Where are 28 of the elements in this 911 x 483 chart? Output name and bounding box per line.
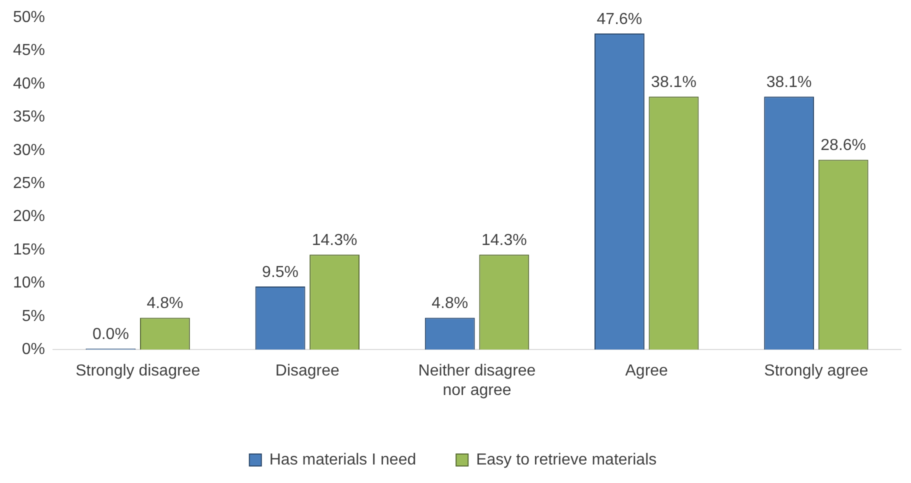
data-label: 4.8% — [432, 295, 468, 312]
y-tick-label: 15% — [12, 241, 46, 258]
y-tick-label: 0% — [22, 341, 46, 358]
y-tick-label: 50% — [12, 9, 46, 26]
legend-label: Easy to retrieve materials — [476, 451, 657, 468]
legend-label: Has materials I need — [269, 451, 416, 468]
data-label: 9.5% — [262, 264, 299, 281]
y-tick-label: 40% — [12, 75, 46, 92]
data-label: 47.6% — [596, 10, 642, 28]
x-tick-label: Strongly agree — [764, 362, 868, 380]
x-tick-label: Agree — [625, 362, 668, 380]
y-tick-label: 25% — [12, 175, 46, 192]
y-tick-label: 35% — [12, 108, 46, 126]
y-tick-label: 30% — [12, 142, 46, 159]
data-label: 38.1% — [766, 74, 812, 92]
data-label: 38.1% — [651, 74, 696, 92]
x-tick-label: Neither disagree nor agree — [418, 362, 536, 399]
data-label: 0.0% — [92, 326, 129, 344]
x-tick-label: Strongly disagree — [76, 362, 200, 380]
y-tick-label: 10% — [12, 274, 46, 292]
y-tick-label: 45% — [12, 42, 46, 60]
data-label: 14.3% — [481, 232, 527, 250]
data-label: 4.8% — [146, 295, 184, 312]
y-tick-label: 5% — [22, 308, 46, 325]
x-tick-label: Disagree — [275, 362, 340, 380]
y-tick-label: 20% — [12, 208, 46, 226]
data-label: 28.6% — [820, 137, 866, 154]
data-label: 14.3% — [312, 232, 358, 250]
